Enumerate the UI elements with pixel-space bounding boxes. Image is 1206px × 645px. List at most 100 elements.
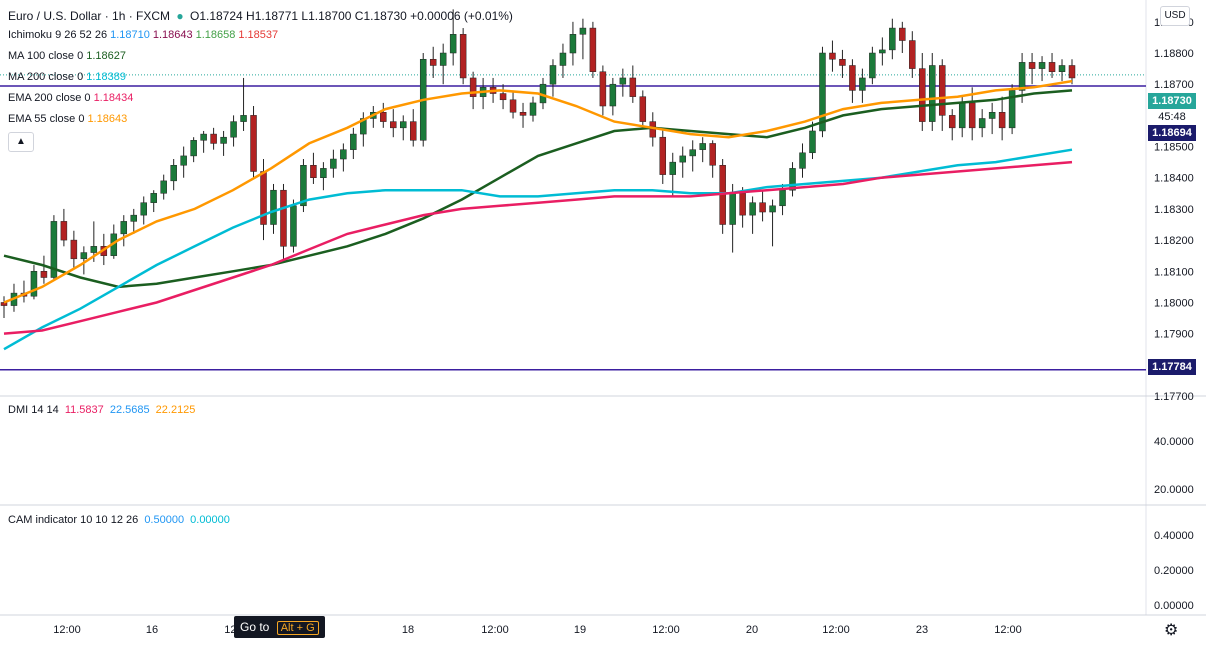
candle-body	[200, 133, 207, 141]
candle-body	[1058, 65, 1066, 72]
legend-row: MA 200 close 0 1.18389	[8, 71, 129, 83]
candle-body	[988, 112, 996, 119]
cam-value-b: 0.00000	[190, 514, 230, 526]
price-tick-label: 1.18200	[1154, 235, 1194, 247]
ohlc-readout: O1.18724 H1.18771 L1.18700 C1.18730 +0.0…	[189, 9, 513, 23]
candle-body	[40, 271, 48, 278]
cam-value-a: 0.50000	[144, 514, 185, 526]
candle-body	[180, 155, 187, 166]
candle-body	[340, 149, 347, 160]
candle-body	[459, 34, 467, 79]
candle-body	[469, 77, 477, 97]
candle-body	[449, 34, 457, 54]
candle-body	[839, 58, 846, 66]
candle-body	[958, 102, 966, 129]
candle-body	[948, 115, 956, 129]
candle-body	[240, 115, 247, 122]
candle-body	[689, 149, 696, 157]
candle-body	[310, 165, 317, 178]
cam-tick-label: 0.40000	[1154, 530, 1194, 542]
collapse-legend-button[interactable]: ▲	[8, 132, 34, 152]
candle-body	[400, 121, 407, 129]
dmi-tick-label: 40.0000	[1154, 436, 1194, 448]
countdown-tag: 45:48	[1148, 109, 1196, 125]
legend-row: Ichimoku 9 26 52 26 1.18710 1.18643 1.18658…	[8, 29, 281, 41]
candle-body	[769, 205, 776, 213]
candle-body	[220, 136, 227, 144]
candle-body	[280, 189, 287, 247]
time-tick-label: 12:00	[481, 624, 509, 636]
candle-body	[799, 152, 806, 169]
legend-value: 1.18434	[93, 92, 134, 104]
candle-body	[789, 168, 796, 191]
candle-body	[70, 239, 78, 260]
legend-value: 1.18643	[152, 29, 193, 41]
candle-body	[759, 202, 766, 213]
candle-body	[809, 130, 816, 154]
candle-body	[499, 93, 507, 101]
candle-body	[170, 165, 177, 182]
time-tick-label: 12:00	[994, 624, 1022, 636]
candle-body	[819, 52, 826, 132]
candle-body	[699, 143, 706, 150]
last-price-tag: 1.18730	[1148, 93, 1196, 109]
candle-body	[609, 83, 617, 107]
series-line-0	[3, 89, 1073, 289]
candle-body	[290, 205, 297, 247]
candle-body	[190, 140, 197, 157]
candle-body	[629, 77, 637, 97]
candle-body	[429, 58, 437, 66]
price-tick-label: 1.18000	[1154, 297, 1194, 309]
series-line-3	[3, 79, 1073, 304]
live-dot-icon: ●	[176, 9, 184, 23]
candle-body	[998, 112, 1006, 129]
dmi-value-adx: 11.5837	[64, 404, 104, 416]
candle-body	[300, 165, 307, 207]
candle-body	[779, 189, 786, 207]
candle-body	[889, 27, 896, 51]
price-tick-label: 1.17700	[1154, 391, 1194, 403]
candle-body	[90, 246, 98, 253]
cam-label: CAM indicator 10 10 12 26	[8, 514, 139, 526]
candle-body	[60, 221, 68, 241]
candle-body	[938, 65, 946, 116]
candle-body	[679, 155, 686, 163]
level-tag-a: 1.18694	[1148, 125, 1196, 141]
legend-label: MA 200 close 0	[8, 71, 84, 83]
candle-body	[559, 52, 567, 66]
candle-body	[929, 65, 936, 122]
candle-body	[739, 193, 746, 216]
goto-label: Go to	[240, 620, 270, 634]
candle-body	[80, 252, 88, 260]
legend-value: 1.18537	[238, 29, 279, 41]
price-tick-label: 1.18700	[1154, 79, 1194, 91]
candle-body	[589, 27, 597, 72]
legend-label: EMA 200 close 0	[8, 92, 91, 104]
candle-body	[270, 189, 277, 225]
series-line-2	[3, 160, 1073, 335]
price-tick-label: 1.17900	[1154, 329, 1194, 341]
symbol-title: Euro / U.S. Dollar · 1h · FXCM	[8, 9, 171, 23]
candle-body	[978, 118, 986, 129]
time-tick-label: 23	[916, 624, 928, 636]
candle-body	[140, 202, 147, 216]
price-tick-label: 1.18800	[1154, 48, 1194, 60]
goto-button[interactable]: Go to Alt + G	[234, 616, 325, 638]
candle-body	[968, 102, 976, 129]
candle-body	[829, 52, 836, 60]
candle-body	[529, 102, 537, 116]
candle-body	[879, 49, 886, 54]
candle-body	[899, 27, 906, 41]
candle-body	[150, 193, 157, 203]
candle-body	[619, 77, 627, 85]
legend-value: 1.18643	[87, 113, 128, 125]
time-tick-label: 12:00	[652, 624, 680, 636]
gear-icon[interactable]: ⚙	[1164, 622, 1179, 639]
candle-body	[320, 168, 327, 178]
currency-button[interactable]: USD	[1160, 6, 1190, 26]
candle-body	[160, 180, 167, 194]
candle-body	[509, 99, 517, 113]
price-tick-label: 1.18100	[1154, 266, 1194, 278]
